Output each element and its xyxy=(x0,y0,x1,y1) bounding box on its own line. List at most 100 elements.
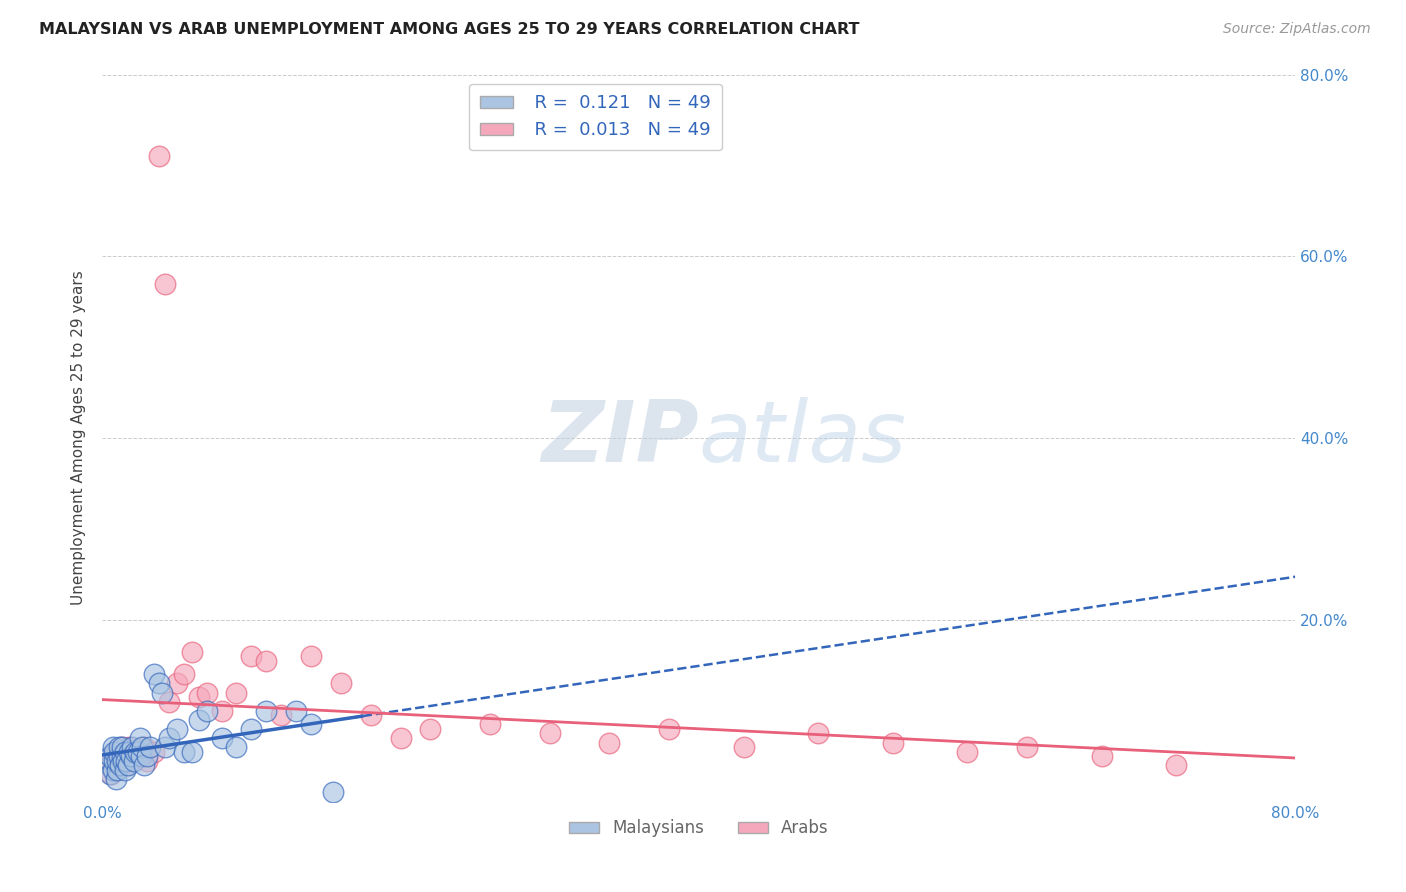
Point xyxy=(143,745,166,759)
Point xyxy=(112,754,135,768)
Point xyxy=(110,739,132,754)
Point xyxy=(180,645,202,659)
Point xyxy=(117,749,139,764)
Point xyxy=(157,695,180,709)
Point xyxy=(110,749,132,764)
Point xyxy=(479,717,502,731)
Point xyxy=(115,758,138,772)
Point xyxy=(211,704,233,718)
Point xyxy=(188,690,211,704)
Point xyxy=(107,758,129,772)
Point xyxy=(114,745,136,759)
Point xyxy=(882,735,904,749)
Point xyxy=(121,739,143,754)
Point xyxy=(107,739,129,754)
Point xyxy=(120,749,142,764)
Point xyxy=(225,739,247,754)
Point xyxy=(107,749,129,764)
Point xyxy=(419,722,441,736)
Point xyxy=(270,708,292,723)
Point xyxy=(153,277,176,291)
Point xyxy=(103,754,125,768)
Point xyxy=(139,739,162,754)
Point xyxy=(180,745,202,759)
Point xyxy=(322,785,344,799)
Point xyxy=(658,722,681,736)
Point xyxy=(128,731,150,745)
Point xyxy=(98,767,121,781)
Point xyxy=(101,739,124,754)
Text: Source: ZipAtlas.com: Source: ZipAtlas.com xyxy=(1223,22,1371,37)
Point xyxy=(128,749,150,764)
Point xyxy=(188,713,211,727)
Point xyxy=(195,685,218,699)
Point xyxy=(211,731,233,745)
Point xyxy=(136,749,159,764)
Point xyxy=(166,722,188,736)
Point xyxy=(143,667,166,681)
Point xyxy=(1090,749,1112,764)
Point xyxy=(148,676,170,690)
Point xyxy=(105,754,128,768)
Point xyxy=(132,758,155,772)
Point xyxy=(240,649,263,664)
Point xyxy=(114,763,136,777)
Point xyxy=(114,745,136,759)
Y-axis label: Unemployment Among Ages 25 to 29 years: Unemployment Among Ages 25 to 29 years xyxy=(72,270,86,606)
Point xyxy=(598,735,620,749)
Point xyxy=(173,667,195,681)
Point xyxy=(299,649,322,664)
Point xyxy=(122,754,145,768)
Point xyxy=(254,704,277,718)
Point xyxy=(157,731,180,745)
Point xyxy=(733,739,755,754)
Point xyxy=(299,717,322,731)
Point xyxy=(115,754,138,768)
Point xyxy=(124,745,146,759)
Point xyxy=(240,722,263,736)
Point xyxy=(225,685,247,699)
Point xyxy=(108,758,131,772)
Point xyxy=(389,731,412,745)
Point xyxy=(104,754,127,768)
Text: MALAYSIAN VS ARAB UNEMPLOYMENT AMONG AGES 25 TO 29 YEARS CORRELATION CHART: MALAYSIAN VS ARAB UNEMPLOYMENT AMONG AGE… xyxy=(39,22,860,37)
Point xyxy=(131,739,153,754)
Point xyxy=(105,745,128,759)
Point xyxy=(153,739,176,754)
Point xyxy=(112,754,135,768)
Point xyxy=(136,754,159,768)
Legend: Malaysians, Arabs: Malaysians, Arabs xyxy=(562,813,835,844)
Point xyxy=(1166,758,1188,772)
Point xyxy=(105,763,128,777)
Point xyxy=(254,654,277,668)
Point xyxy=(101,763,124,777)
Point xyxy=(150,685,173,699)
Point xyxy=(360,708,382,723)
Point xyxy=(132,739,155,754)
Point xyxy=(103,763,125,777)
Point xyxy=(103,745,125,759)
Point xyxy=(98,758,121,772)
Point xyxy=(124,745,146,759)
Point xyxy=(127,745,149,759)
Point xyxy=(1015,739,1038,754)
Point xyxy=(117,758,139,772)
Point xyxy=(807,726,830,740)
Point xyxy=(329,676,352,690)
Point xyxy=(101,749,124,764)
Point xyxy=(121,754,143,768)
Point xyxy=(166,676,188,690)
Point xyxy=(956,745,979,759)
Point xyxy=(118,745,141,759)
Point xyxy=(285,704,308,718)
Text: atlas: atlas xyxy=(699,397,907,480)
Point xyxy=(108,749,131,764)
Point xyxy=(104,772,127,786)
Point xyxy=(538,726,561,740)
Point xyxy=(148,149,170,163)
Text: ZIP: ZIP xyxy=(541,397,699,480)
Point xyxy=(110,739,132,754)
Point xyxy=(98,758,121,772)
Point xyxy=(118,739,141,754)
Point xyxy=(173,745,195,759)
